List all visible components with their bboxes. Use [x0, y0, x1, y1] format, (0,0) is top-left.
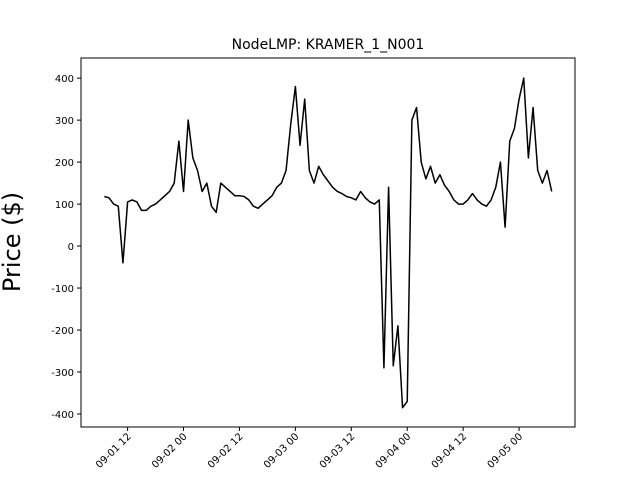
- x-tick-label: 09-02 00: [150, 431, 190, 471]
- y-tick-label: -200: [51, 326, 74, 337]
- plot-frame: [80, 57, 576, 428]
- x-tick-label: 09-05 00: [486, 431, 526, 471]
- y-tick-label: 200: [55, 158, 74, 169]
- y-tick-label: -100: [51, 284, 74, 295]
- x-tick-label: 09-04 00: [374, 431, 414, 471]
- y-tick-label: 300: [55, 116, 74, 127]
- chart-title: NodeLMP: KRAMER_1_N001: [232, 37, 425, 53]
- y-axis-label: Price ($): [0, 192, 26, 292]
- series-line: [104, 77, 553, 409]
- y-tick-label: -300: [51, 368, 74, 379]
- y-tick-label: 400: [55, 74, 74, 85]
- x-tick-label: 09-03 12: [318, 431, 358, 471]
- y-tick-label: -400: [51, 410, 74, 421]
- x-tick-label: 09-03 00: [262, 431, 302, 471]
- y-tick-label: 100: [55, 200, 74, 211]
- y-tick-label: 0: [68, 242, 74, 253]
- x-tick-label: 09-04 12: [430, 431, 470, 471]
- x-tick-label: 09-02 12: [206, 431, 246, 471]
- x-tick-label: 09-01 12: [94, 431, 134, 471]
